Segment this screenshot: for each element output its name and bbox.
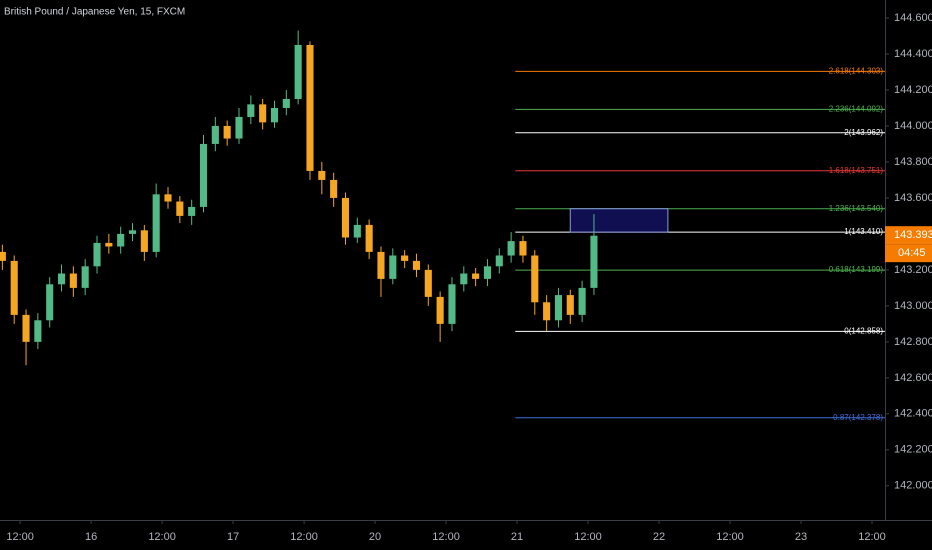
x-tick-label: 21	[511, 531, 523, 543]
candle-body	[259, 104, 267, 123]
candle-body	[81, 266, 89, 288]
candle-body	[519, 241, 527, 256]
fib-label: 2.236(144.092)	[829, 105, 884, 114]
fib-label: 2.618(144.303)	[829, 67, 884, 76]
candle-body	[389, 255, 397, 279]
y-tick-label: 143.000	[894, 300, 932, 312]
candle-body	[57, 273, 66, 285]
price-tag	[885, 226, 932, 245]
candle-body	[543, 302, 551, 321]
candle-body	[424, 269, 432, 297]
candle-body	[10, 260, 18, 315]
candle-body	[294, 44, 302, 99]
candle-body	[223, 125, 231, 139]
candle-body	[436, 296, 444, 324]
candle-body	[140, 230, 148, 252]
fib-label: 1(143.410)	[844, 227, 883, 236]
candle-body	[22, 314, 30, 342]
candle-body	[495, 255, 503, 267]
candle-body	[365, 224, 373, 252]
y-tick-label: 144.600	[894, 12, 932, 24]
candle-body	[483, 266, 492, 279]
candle-body	[282, 98, 290, 108]
candle-body	[472, 273, 480, 279]
y-tick-label: 143.200	[894, 264, 932, 276]
candle-body	[341, 197, 350, 238]
x-tick-label: 12:00	[574, 531, 602, 543]
candle-body	[188, 206, 196, 216]
candle-body	[448, 284, 456, 324]
candle-body	[199, 143, 208, 207]
fib-label: 0.618(143.199)	[829, 265, 884, 274]
x-tick-label: 12:00	[432, 531, 460, 543]
y-tick-label: 142.800	[894, 336, 932, 348]
x-tick-label: 12:00	[716, 531, 744, 543]
candle-body	[93, 242, 101, 267]
candle-body	[330, 179, 338, 198]
y-tick-label: 142.400	[894, 408, 932, 420]
y-tick-label: 142.600	[894, 372, 932, 384]
y-tick-label: 144.200	[894, 84, 932, 96]
y-tick-label: 143.600	[894, 192, 932, 204]
fib-label: -0.87(142.378)	[831, 413, 884, 422]
chart-title: British Pound / Japanese Yen, 15, FXCM	[4, 7, 185, 18]
candle-body	[128, 230, 137, 234]
y-tick-label: 144.000	[894, 120, 932, 132]
x-tick-label: 12:00	[148, 531, 176, 543]
candle-body	[507, 241, 515, 256]
y-tick-label: 142.200	[894, 444, 932, 456]
candle-body	[105, 242, 113, 247]
x-tick-label: 12:00	[858, 531, 886, 543]
candle-body	[152, 194, 160, 252]
candle-body	[69, 273, 77, 288]
candle-body	[0, 251, 6, 261]
y-tick-label: 142.000	[894, 480, 932, 492]
candle-body	[401, 255, 409, 261]
candle-body	[34, 320, 42, 342]
candle-body	[176, 201, 184, 216]
x-tick-label: 12:00	[290, 531, 318, 543]
fib-label: 2(143.962)	[844, 128, 883, 137]
y-tick-label: 143.800	[894, 156, 932, 168]
x-tick-label: 22	[653, 531, 665, 543]
candle-body	[460, 273, 468, 285]
fib-label: 1.618(143.751)	[829, 166, 884, 175]
candle-body	[554, 295, 562, 321]
candle-body	[377, 251, 385, 279]
candle-body	[566, 295, 574, 315]
price-tag-label: 143.393	[894, 229, 932, 241]
fib-label: 0(142.858)	[844, 327, 883, 336]
candle-body	[318, 170, 326, 180]
candle-body	[412, 260, 421, 270]
zone-box	[569, 208, 669, 233]
candle-body	[247, 104, 255, 117]
candle-body	[211, 125, 219, 144]
candle-body	[164, 194, 172, 202]
candle-body	[353, 224, 361, 238]
candle-body	[235, 116, 243, 139]
y-tick-label: 144.400	[894, 48, 932, 60]
candle-body	[270, 107, 279, 123]
candle-body	[578, 287, 586, 315]
countdown-label: 04:45	[898, 247, 926, 259]
x-tick-label: 20	[369, 531, 381, 543]
candle-body	[46, 284, 54, 321]
x-tick-label: 16	[85, 531, 97, 543]
fib-label: 1.236(143.540)	[829, 204, 884, 213]
countdown-tag	[885, 244, 932, 263]
x-tick-label: 17	[227, 531, 239, 543]
candle-body	[590, 235, 598, 288]
candle-body	[117, 233, 125, 247]
x-tick-label: 23	[795, 531, 807, 543]
candle-body	[306, 44, 314, 171]
x-tick-label: 12:00	[6, 531, 34, 543]
candle-body	[531, 255, 539, 303]
